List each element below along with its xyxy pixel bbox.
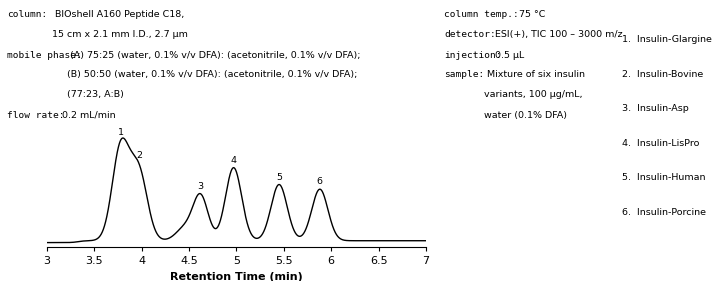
- Text: 1.  Insulin-Glargine: 1. Insulin-Glargine: [622, 35, 712, 44]
- Text: (A) 75:25 (water, 0.1% v/v DFA): (acetonitrile, 0.1% v/v DFA);: (A) 75:25 (water, 0.1% v/v DFA): (aceton…: [67, 51, 361, 60]
- Text: column temp.:: column temp.:: [444, 10, 519, 19]
- Text: (B) 50:50 (water, 0.1% v/v DFA): (acetonitrile, 0.1% v/v DFA);: (B) 50:50 (water, 0.1% v/v DFA): (aceton…: [67, 70, 357, 79]
- Text: 1: 1: [118, 128, 124, 137]
- Text: detector:: detector:: [444, 30, 496, 38]
- Text: variants, 100 μg/mL,: variants, 100 μg/mL,: [484, 90, 582, 99]
- Text: 0.2 mL/min: 0.2 mL/min: [59, 111, 116, 120]
- Text: 3.  Insulin-Asp: 3. Insulin-Asp: [622, 104, 689, 113]
- Text: 5: 5: [276, 173, 282, 182]
- Text: 15 cm x 2.1 mm I.D., 2.7 μm: 15 cm x 2.1 mm I.D., 2.7 μm: [52, 30, 188, 38]
- Text: column:: column:: [7, 10, 48, 19]
- Text: flow rate:: flow rate:: [7, 111, 65, 120]
- X-axis label: Retention Time (min): Retention Time (min): [170, 272, 303, 281]
- Text: 6: 6: [317, 177, 323, 186]
- Text: 6.  Insulin-Porcine: 6. Insulin-Porcine: [622, 208, 706, 217]
- Text: 2.  Insulin-Bovine: 2. Insulin-Bovine: [622, 70, 704, 79]
- Text: 5.  Insulin-Human: 5. Insulin-Human: [622, 173, 706, 182]
- Text: water (0.1% DFA): water (0.1% DFA): [484, 111, 567, 120]
- Text: Mixture of six insulin: Mixture of six insulin: [484, 70, 585, 79]
- Text: BIOshell A160 Peptide C18,: BIOshell A160 Peptide C18,: [52, 10, 184, 19]
- Text: 4.  Insulin-LisPro: 4. Insulin-LisPro: [622, 139, 700, 148]
- Text: 75 °C: 75 °C: [516, 10, 546, 19]
- Text: injection:: injection:: [444, 51, 502, 60]
- Text: 0.5 μL: 0.5 μL: [492, 51, 524, 60]
- Text: ESI(+), TIC 100 – 3000 m/z: ESI(+), TIC 100 – 3000 m/z: [492, 30, 623, 38]
- Text: sample:: sample:: [444, 70, 484, 79]
- Text: 3: 3: [197, 182, 204, 191]
- Text: mobile phase:: mobile phase:: [7, 51, 82, 60]
- Text: 4: 4: [230, 156, 237, 165]
- Text: (77:23, A:B): (77:23, A:B): [67, 90, 124, 99]
- Text: 2: 2: [136, 151, 142, 160]
